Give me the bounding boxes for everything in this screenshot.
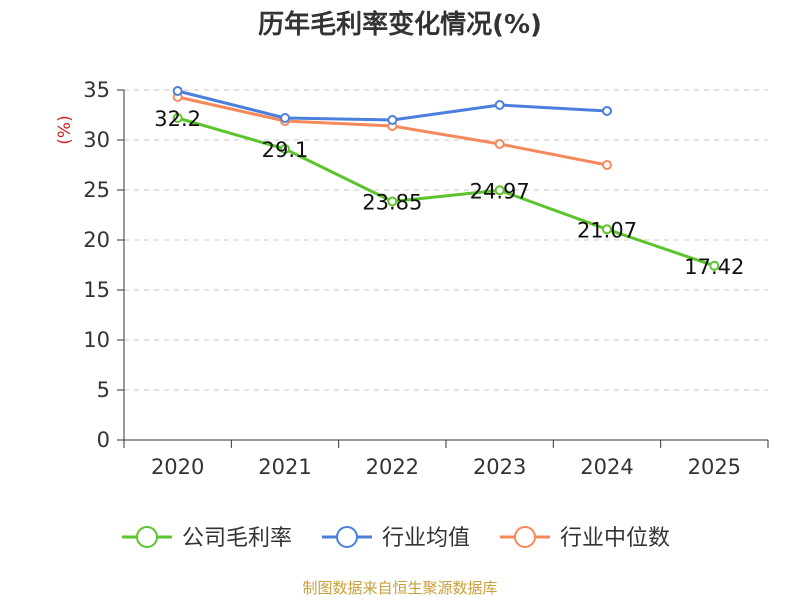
data-label: 23.85 xyxy=(362,191,422,215)
data-label: 17.42 xyxy=(684,255,744,279)
data-label: 21.07 xyxy=(577,218,637,242)
data-point xyxy=(494,100,505,110)
legend-marker xyxy=(514,526,536,548)
data-point xyxy=(172,86,183,96)
series-line xyxy=(177,116,715,268)
y-tick-label: 10 xyxy=(83,328,110,352)
data-point xyxy=(602,160,612,170)
data-point xyxy=(602,224,612,235)
x-tick-label: 2025 xyxy=(688,455,741,479)
data-point xyxy=(602,106,612,116)
legend-label: 公司毛利率 xyxy=(182,526,292,551)
y-tick-label: 20 xyxy=(83,228,110,252)
data-point xyxy=(709,260,720,271)
x-tick-label: 2021 xyxy=(258,455,311,479)
x-tick-label: 2022 xyxy=(366,455,419,479)
y-tick-label: 35 xyxy=(83,78,110,102)
legend-label: 行业均值 xyxy=(382,526,470,551)
grid-lines xyxy=(124,89,768,391)
chart-title: 历年毛利率变化情况(%) xyxy=(258,10,542,40)
y-tick-label: 30 xyxy=(83,128,110,152)
legend-marker xyxy=(136,526,158,548)
y-tick-label: 0 xyxy=(97,428,110,452)
data-point xyxy=(387,196,398,207)
legend-label: 行业中位数 xyxy=(560,526,670,551)
series-lines xyxy=(172,86,720,271)
data-label: 29.1 xyxy=(262,138,309,162)
x-tick-label: 2023 xyxy=(473,455,526,479)
source-footer: 制图数据来自恒生聚源数据库 xyxy=(302,579,498,597)
x-tick-label: 2024 xyxy=(580,455,633,479)
data-point xyxy=(172,113,183,123)
data-point xyxy=(387,115,398,125)
data-point xyxy=(280,144,290,154)
legend-marker xyxy=(336,526,358,548)
legend: 公司毛利率 行业均值 行业中位数 xyxy=(122,526,670,551)
data-point xyxy=(494,139,505,149)
y-tick-label: 25 xyxy=(83,178,110,202)
x-tick-label: 2020 xyxy=(151,455,204,479)
data-labels: 32.2 29.1 23.85 24.97 21.07 17.42 xyxy=(154,107,744,279)
data-label: 32.2 xyxy=(154,107,201,131)
y-tick-label: 15 xyxy=(83,278,110,302)
data-point xyxy=(280,113,290,123)
data-point xyxy=(494,185,505,196)
y-tick-label: 5 xyxy=(97,378,110,402)
data-label: 24.97 xyxy=(470,179,530,203)
y-axis-label: (%) xyxy=(55,115,75,144)
